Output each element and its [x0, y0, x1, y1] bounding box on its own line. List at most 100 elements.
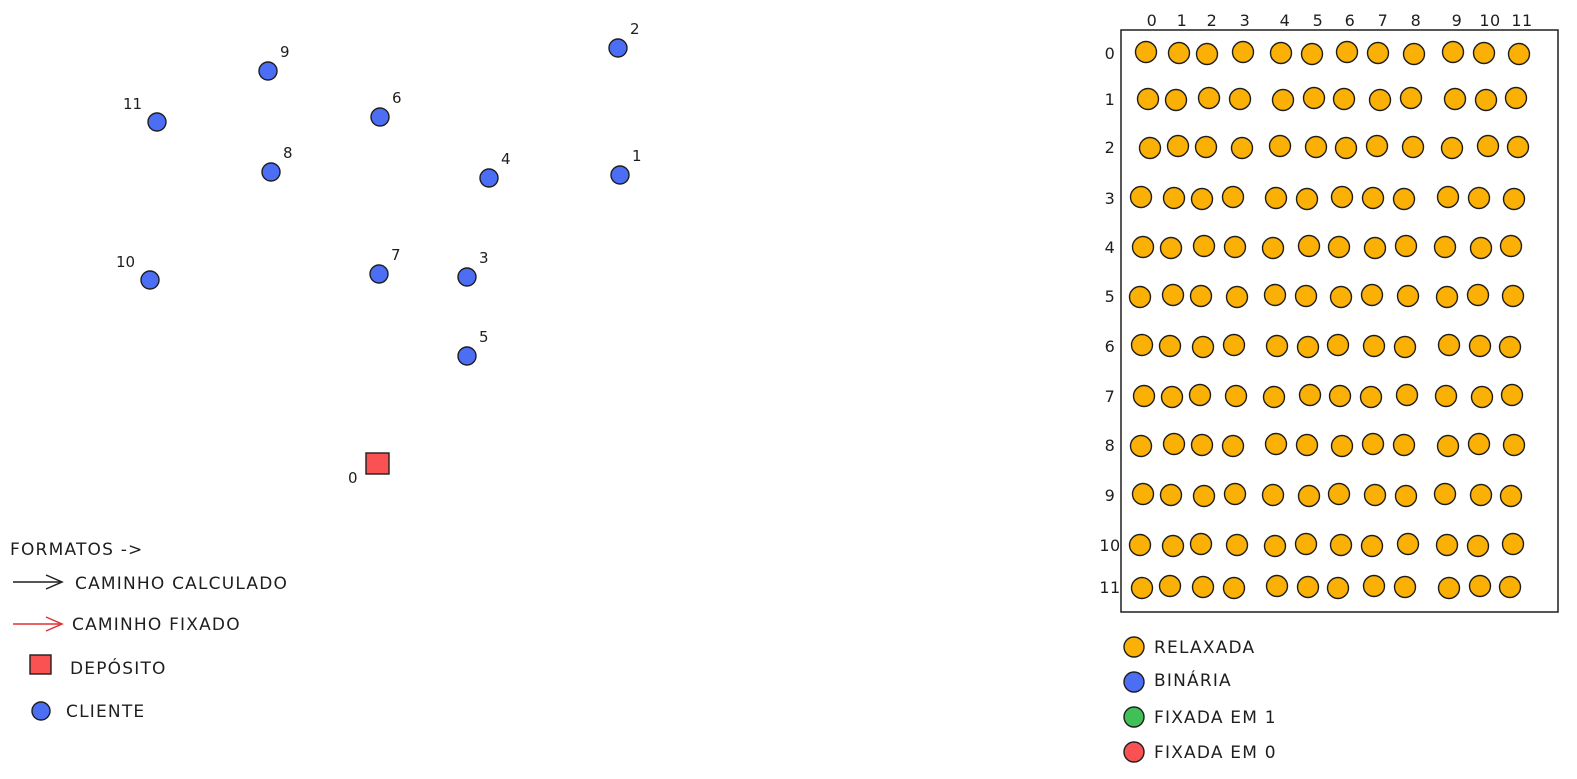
matrix-cell-circle [1231, 40, 1255, 64]
matrix-cell-circle [1190, 433, 1214, 457]
matrix-cell-circle [1399, 86, 1423, 110]
matrix-cell-circle [1466, 534, 1490, 558]
matrix-cell-circle [1295, 187, 1319, 211]
client-node: 1 [610, 147, 642, 185]
matrix-cell-circle [1195, 42, 1219, 66]
legend-item-depot: DEPÓSITO [29, 654, 165, 679]
depot-label: 0 [348, 469, 358, 487]
matrix-col-label: 1 [1177, 11, 1188, 30]
matrix-row-label: 5 [1105, 287, 1116, 306]
client-node: 9 [258, 43, 290, 81]
matrix-cell-circle [1128, 533, 1152, 557]
matrix-cell-circle [1131, 235, 1155, 259]
matrix-col-label: 10 [1479, 11, 1500, 30]
matrix-cell-circle [1221, 185, 1245, 209]
matrix-cell-circle [1222, 576, 1246, 600]
depot-square-icon [29, 654, 52, 675]
matrix-cell-circle [1191, 575, 1215, 599]
matrix-cell-circle [1158, 334, 1182, 358]
matrix-cell-circle [1191, 335, 1215, 359]
matrix-cell-circle [1264, 432, 1288, 456]
matrix-cell-circle [1434, 384, 1458, 408]
matrix-cell-circle [1164, 88, 1188, 112]
legend-relaxada-label: RELAXADA [1154, 638, 1255, 658]
matrix-cell-circle [1300, 42, 1324, 66]
matrix-cell-circle [1132, 384, 1156, 408]
client-node: 4 [479, 150, 511, 188]
matrix-cell-circle [1362, 334, 1386, 358]
binaria-circle-icon [1123, 671, 1145, 693]
depot-square [365, 452, 390, 475]
matrix-cell-circle [1326, 333, 1350, 357]
client-circle [370, 107, 390, 127]
matrix-cell-circle [1395, 383, 1419, 407]
matrix-cell-circle [1131, 482, 1155, 506]
legend-left-title: FORMATOS -> [10, 540, 144, 560]
matrix-cell-circle [1500, 383, 1524, 407]
legend-item-client: CLIENTE [31, 701, 144, 722]
client-label: 4 [501, 150, 511, 168]
client-circle-icon [31, 701, 51, 721]
client-circle [608, 38, 628, 58]
matrix-cell-circle [1392, 187, 1416, 211]
matrix-cell-circle [1392, 433, 1416, 457]
client-node: 10 [116, 253, 160, 290]
matrix-cell-circle [1263, 534, 1287, 558]
matrix-cell-circle [1394, 484, 1418, 508]
matrix-cell-circle [1362, 574, 1386, 598]
matrix-cell-circle [1159, 236, 1183, 260]
matrix-cell-circle [1225, 533, 1249, 557]
matrix-cell-circle [1437, 333, 1461, 357]
matrix-cell-circle [1368, 88, 1392, 112]
matrix-cell-circle [1499, 484, 1523, 508]
matrix-cell-circle [1466, 283, 1490, 307]
matrix-cell-circle [1334, 136, 1358, 160]
matrix-row-label: 0 [1105, 44, 1116, 63]
matrix-cell-circle [1468, 334, 1492, 358]
client-label: 3 [479, 249, 489, 267]
client-node: 7 [369, 246, 401, 284]
matrix-col-label: 2 [1207, 11, 1218, 30]
matrix-row-label: 6 [1105, 337, 1116, 356]
matrix-cell-circle [1436, 185, 1460, 209]
client-label: 6 [392, 89, 402, 107]
matrix-cell-circle [1166, 134, 1190, 158]
matrix-row-label: 11 [1099, 578, 1120, 597]
matrix-cell-circle [1469, 483, 1493, 507]
client-label: 8 [283, 144, 293, 162]
matrix-cell-circle [1441, 40, 1465, 64]
matrix-cell-circle [1261, 236, 1285, 260]
matrix-cell-circle [1440, 136, 1464, 160]
matrix-cell-circle [1160, 385, 1184, 409]
matrix-cell-circle [1507, 42, 1531, 66]
matrix-row-label: 9 [1105, 486, 1116, 505]
matrix-cell-circle [1365, 134, 1389, 158]
matrix-cell-circle [1138, 136, 1162, 160]
legend-fixada0-label: FIXADA EM 0 [1154, 743, 1277, 763]
matrix-cell-circle [1437, 576, 1461, 600]
matrix-col-label: 4 [1280, 11, 1291, 30]
matrix-cell-circle [1330, 434, 1354, 458]
matrix-row-label: 8 [1105, 436, 1116, 455]
matrix-cell-circle [1297, 484, 1321, 508]
legend-item-fixada0: FIXADA EM 0 [1123, 741, 1277, 763]
matrix-cell-circle [1332, 87, 1356, 111]
fixada0-circle-icon [1123, 741, 1145, 763]
client-node: 8 [261, 144, 293, 182]
client-label: 10 [116, 253, 135, 271]
client-node: 6 [370, 89, 402, 127]
client-node: 5 [457, 328, 489, 366]
matrix-cell-circle [1366, 41, 1390, 65]
client-circle [261, 162, 281, 182]
matrix-cell-circle [1134, 40, 1158, 64]
matrix-cell-circle [1162, 432, 1186, 456]
matrix-row-label: 2 [1105, 138, 1116, 157]
client-node: 2 [608, 20, 640, 58]
relaxada-circle-icon [1123, 636, 1145, 658]
matrix-cell-circle [1129, 434, 1153, 458]
client-circle [140, 270, 160, 290]
matrix-cell-circle [1264, 186, 1288, 210]
matrix-cell-circle [1328, 384, 1352, 408]
arrow-black-head-icon [45, 574, 64, 590]
client-circle [369, 264, 389, 284]
